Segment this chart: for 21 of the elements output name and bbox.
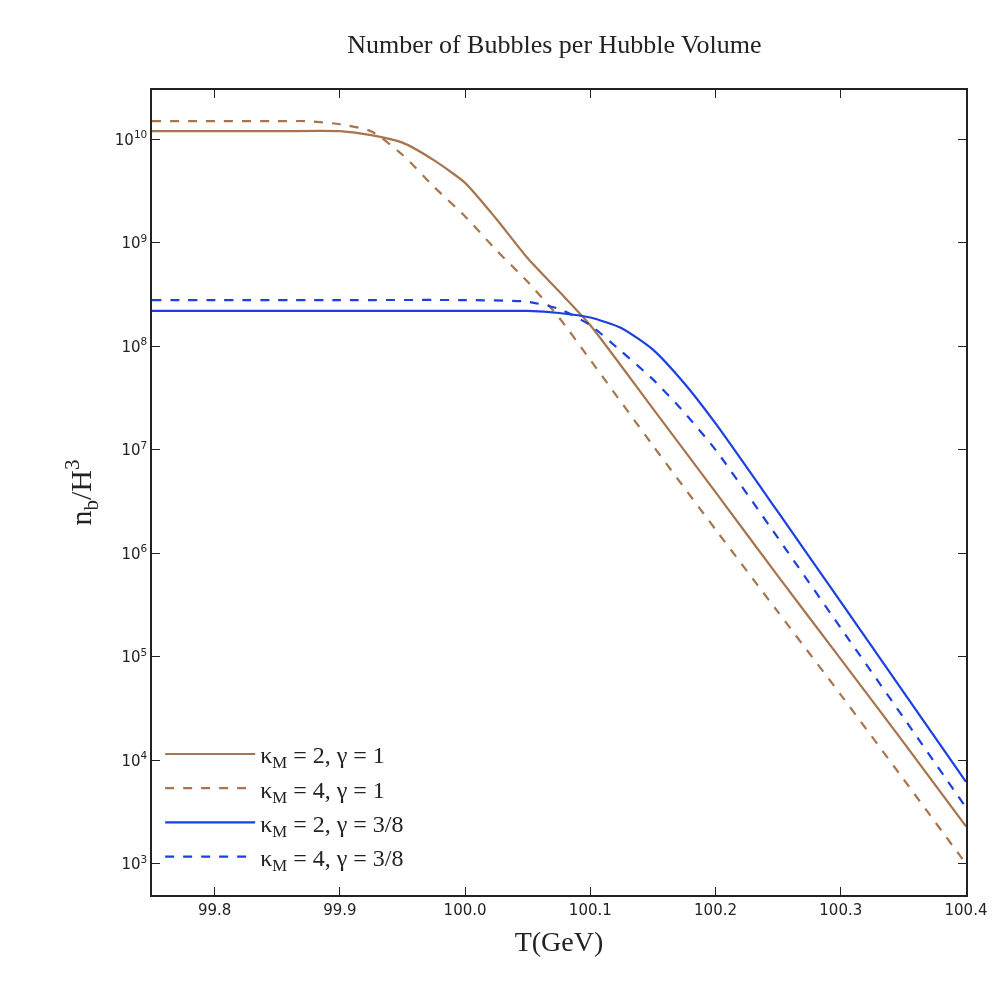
x-tick-label: 100.3 — [819, 900, 863, 919]
y-tick-label: 10$^{5}$ — [121, 645, 148, 667]
x-tick-label: 100.1 — [568, 900, 612, 919]
x-tick-label: 100.2 — [694, 900, 738, 919]
y-tick-label: 10$^{10}$ — [114, 128, 148, 149]
x-tick-label: 100.0 — [443, 900, 487, 919]
legend-label: κ$_{M}$ = 2, γ = 3/8 — [260, 810, 404, 841]
y-tick-label: 10$^{6}$ — [121, 542, 148, 563]
y-tick-label: 10$^{4}$ — [121, 749, 148, 770]
y-tick-label: 10$^{7}$ — [121, 438, 148, 460]
legend-label: κ$_{M}$ = 4, γ = 1 — [260, 776, 385, 807]
x-axis-title: T(GeV) — [514, 926, 604, 958]
y-tick-label: 10$^{3}$ — [121, 852, 148, 874]
chart-title: Number of Bubbles per Hubble Volume — [347, 30, 762, 60]
x-tick-label: 99.8 — [197, 900, 232, 919]
legend-label: κ$_{M}$ = 4, γ = 3/8 — [260, 844, 404, 875]
legend-label: κ$_{M}$ = 2, γ = 1 — [260, 742, 385, 773]
y-tick-label: 10$^{8}$ — [121, 335, 148, 356]
y-tick-label: 10$^{9}$ — [121, 231, 148, 253]
x-tick-label: 100.4 — [944, 900, 988, 919]
x-tick-label: 99.9 — [323, 900, 357, 919]
